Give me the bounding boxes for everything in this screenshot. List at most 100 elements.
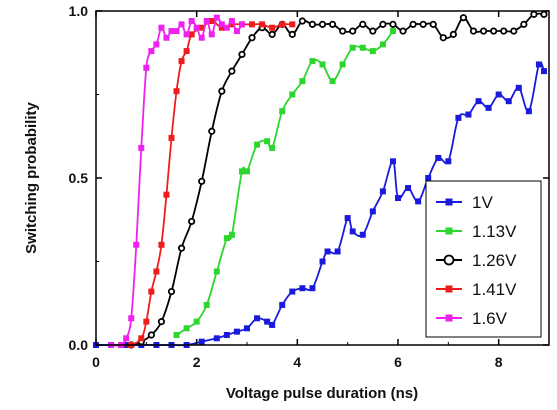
data-point-141v (148, 288, 155, 295)
data-point-126v (500, 27, 508, 35)
data-point-1v (233, 328, 240, 335)
data-point-141v (279, 21, 286, 28)
x-axis: 0 2 4 6 8 (92, 11, 503, 370)
data-point-16v (163, 34, 170, 41)
data-point-1v (455, 114, 462, 121)
legend-entry-16v: 1.6V (436, 309, 508, 328)
legend-swatch-marker (443, 254, 455, 266)
y-tick-label: 0.5 (69, 170, 89, 186)
data-point-126v (429, 20, 437, 28)
data-point-113v (228, 231, 235, 238)
data-point-1v (213, 335, 220, 342)
y-tick-label: 0.0 (69, 337, 89, 353)
data-point-16v (128, 315, 135, 322)
data-point-113v (379, 41, 386, 48)
data-point-1v (395, 195, 401, 202)
data-point-126v (369, 27, 377, 35)
data-point-126v (469, 27, 478, 35)
data-point-141v (153, 268, 160, 275)
data-point-141v (208, 18, 215, 25)
data-point-126v (288, 30, 296, 38)
legend-entry-141v: 1.41V (436, 280, 517, 299)
data-point-113v (244, 168, 250, 175)
data-point-113v (183, 325, 190, 332)
legend-swatch-marker (445, 198, 453, 206)
data-point-1v (344, 215, 351, 222)
data-point-16v (223, 24, 230, 31)
x-tick-label: 2 (193, 354, 201, 370)
data-point-1v (244, 325, 250, 332)
data-point-1v (254, 315, 261, 322)
data-point-113v (269, 144, 276, 151)
data-point-16v (238, 21, 245, 28)
series-113v (173, 28, 396, 338)
data-point-126v (228, 67, 236, 75)
data-point-141v (173, 88, 180, 95)
legend: 1V 1.13V 1.26V 1.41V 1.6V (425, 180, 542, 338)
data-point-126v (490, 27, 498, 35)
y-tick-label: 1.0 (69, 3, 89, 19)
data-point-126v (328, 20, 337, 28)
data-point-1v (525, 108, 532, 115)
x-tick-label: 4 (293, 354, 301, 370)
data-point-16v (203, 18, 210, 25)
legend-swatch-marker (445, 227, 453, 235)
data-point-113v (238, 168, 245, 175)
data-point-1v (415, 198, 422, 205)
data-point-16v (228, 18, 235, 25)
legend-entry-126v: 1.26V (436, 251, 517, 270)
data-point-141v (249, 21, 256, 28)
legend-label: 1V (472, 193, 493, 212)
data-point-16v (148, 48, 155, 55)
data-point-126v (540, 10, 548, 18)
legend-label: 1.13V (472, 222, 517, 241)
data-point-16v (133, 241, 140, 248)
data-point-141v (183, 48, 190, 55)
data-point-16v (183, 31, 190, 38)
data-point-141v (269, 24, 276, 31)
data-point-126v (208, 127, 216, 135)
data-point-126v (318, 20, 327, 28)
data-point-126v (157, 318, 166, 326)
data-point-126v (238, 50, 246, 59)
data-point-16v (233, 28, 240, 35)
data-point-1v (405, 185, 412, 192)
data-point-126v (177, 244, 186, 252)
data-point-141v (168, 134, 175, 141)
data-point-126v (339, 27, 347, 35)
legend-label: 1.41V (472, 280, 517, 299)
data-point-1v (540, 68, 547, 75)
data-point-141v (163, 191, 170, 198)
data-point-126v (419, 20, 427, 28)
data-point-1v (223, 331, 230, 338)
data-point-1v (324, 248, 331, 255)
data-point-113v (264, 138, 271, 145)
data-point-16v (193, 24, 200, 31)
data-point-16v (138, 144, 145, 151)
data-point-113v (359, 44, 366, 51)
data-point-1v (485, 104, 492, 111)
data-point-1v (334, 248, 341, 255)
data-point-1v (379, 188, 386, 195)
legend-label: 1.26V (472, 251, 517, 270)
data-point-126v (248, 34, 256, 42)
data-point-113v (254, 141, 261, 148)
data-point-126v (409, 20, 417, 28)
data-point-1v (389, 158, 396, 165)
data-point-16v (143, 64, 150, 71)
data-point-1v (425, 175, 432, 181)
data-point-126v (147, 331, 155, 339)
data-point-16v (168, 28, 175, 35)
data-point-1v (289, 288, 296, 295)
data-point-16v (198, 34, 205, 41)
data-point-141v (188, 31, 195, 38)
data-point-113v (309, 58, 316, 65)
data-point-113v (389, 28, 396, 35)
data-point-126v (359, 20, 367, 28)
data-point-113v (319, 61, 326, 68)
legend-swatch-marker (445, 314, 453, 322)
data-point-1v (279, 301, 286, 308)
data-point-126v (399, 27, 407, 35)
data-point-126v (459, 14, 468, 22)
